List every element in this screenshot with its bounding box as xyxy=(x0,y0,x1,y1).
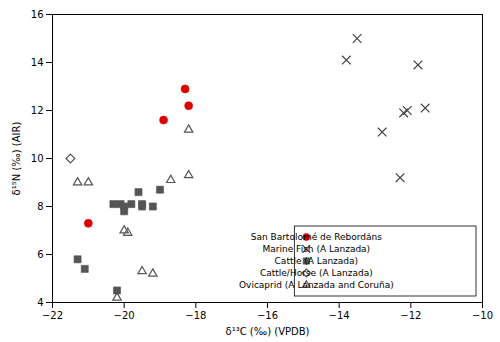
svg-text:−14: −14 xyxy=(329,310,350,321)
svg-text:−20: −20 xyxy=(114,310,135,321)
svg-text:14: 14 xyxy=(31,57,44,68)
svg-text:16: 16 xyxy=(31,9,44,20)
svg-text:−10: −10 xyxy=(472,310,493,321)
svg-text:−22: −22 xyxy=(42,310,63,321)
svg-text:−16: −16 xyxy=(257,310,278,321)
svg-text:6: 6 xyxy=(37,249,43,260)
svg-text:Cattle/Horse (A Lanzada): Cattle/Horse (A Lanzada) xyxy=(260,268,373,278)
svg-text:δ¹⁵N (‰) (AIR): δ¹⁵N (‰) (AIR) xyxy=(11,122,22,196)
svg-text:δ¹³C (‰) (VPDB): δ¹³C (‰) (VPDB) xyxy=(226,326,310,337)
svg-text:12: 12 xyxy=(31,105,44,116)
svg-text:8: 8 xyxy=(37,201,43,212)
svg-text:Marine Fish (A Lanzada): Marine Fish (A Lanzada) xyxy=(263,244,371,254)
svg-text:−18: −18 xyxy=(185,310,206,321)
svg-text:4: 4 xyxy=(37,297,43,308)
svg-text:Ovicaprid (A Lanzada and Coruñ: Ovicaprid (A Lanzada and Coruña) xyxy=(239,280,394,290)
svg-text:10: 10 xyxy=(31,153,44,164)
svg-text:San Bartolomé de Rebordáns: San Bartolomé de Rebordáns xyxy=(251,232,383,242)
svg-text:Cattle (A Lanzada): Cattle (A Lanzada) xyxy=(275,256,359,266)
svg-text:−12: −12 xyxy=(400,310,421,321)
